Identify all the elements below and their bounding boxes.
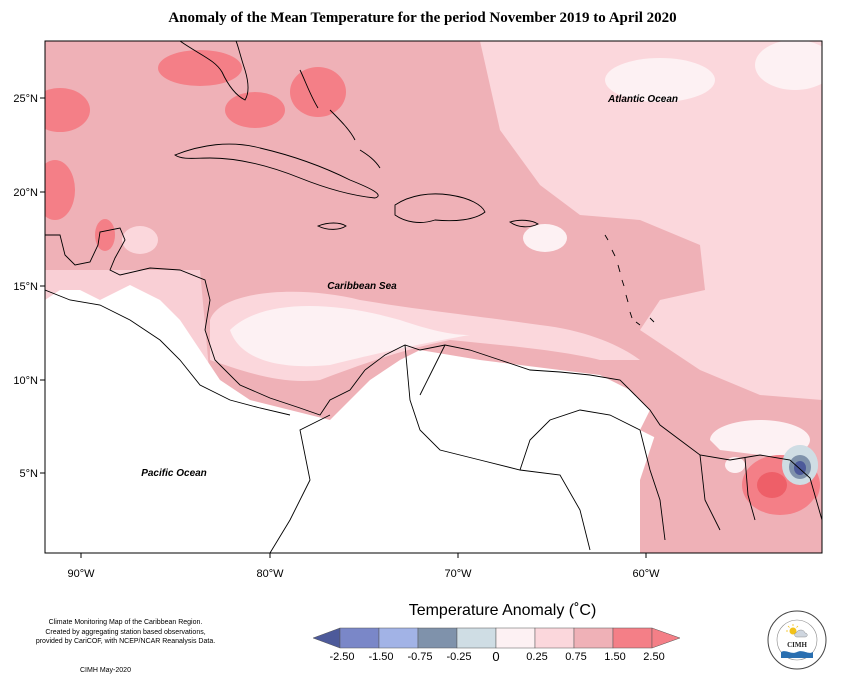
label-pacific-ocean: Pacific Ocean xyxy=(141,468,207,479)
anomaly-field xyxy=(45,41,822,553)
credit-line: Climate Monitoring Map of the Caribbean … xyxy=(48,619,203,626)
colorbar-swatch xyxy=(417,627,458,649)
colorbar-swatch xyxy=(495,627,536,649)
credit-date: CIMH May-2020 xyxy=(80,667,131,674)
wave-icon xyxy=(781,651,813,658)
coastlines xyxy=(45,41,822,553)
colorbar-label: 0.75 xyxy=(565,651,586,663)
colorbar-swatch xyxy=(612,627,653,649)
credit-line: provided by CariCOF, with NCEP/NCAR Rean… xyxy=(35,638,216,645)
colorbar-swatch-min xyxy=(312,627,341,649)
map-title: Anomaly of the Mean Temperature for the … xyxy=(168,10,677,26)
map-frame xyxy=(44,40,823,554)
colorbar-label: 0.25 xyxy=(526,651,547,663)
lat-tick-5: 5°N xyxy=(20,468,39,480)
colorbar-label: 2.50 xyxy=(643,651,664,663)
lat-axis: 25°N 20°N 15°N 10°N 5°N xyxy=(13,93,45,480)
colorbar-swatch-max xyxy=(651,627,681,649)
lon-tick-90: 90°W xyxy=(67,568,95,580)
lat-tick-25: 25°N xyxy=(13,93,38,105)
colorbar-swatch xyxy=(339,627,380,649)
colorbar-swatch xyxy=(378,627,419,649)
lat-tick-10: 10°N xyxy=(13,375,38,387)
colorbar-label: -2.50 xyxy=(329,651,354,663)
label-caribbean-sea: Caribbean Sea xyxy=(327,281,397,292)
lat-tick-20: 20°N xyxy=(13,187,38,199)
label-atlantic-ocean: Atlantic Ocean xyxy=(607,94,678,105)
credit-line: Created by aggregating station based obs… xyxy=(45,628,206,636)
credit-note: Climate Monitoring Map of the Caribbean … xyxy=(18,618,233,647)
colorbar-label: -0.25 xyxy=(446,651,471,663)
colorbar-swatch xyxy=(456,627,497,649)
colorbar-label: 0 xyxy=(492,649,499,664)
colorbar-label: -0.75 xyxy=(407,651,432,663)
colorbar: -2.50 -1.50 -0.75 -0.25 0 0.25 0.75 1.50… xyxy=(312,627,681,664)
lon-tick-60: 60°W xyxy=(632,568,660,580)
svg-text:CIMH: CIMH xyxy=(787,641,807,649)
sun-icon xyxy=(789,627,797,635)
lon-axis: 90°W 80°W 70°W 60°W xyxy=(67,553,660,580)
lon-tick-80: 80°W xyxy=(256,568,284,580)
colorbar-label: 1.50 xyxy=(604,651,625,663)
lon-tick-70: 70°W xyxy=(444,568,472,580)
cimh-logo: CIMH xyxy=(767,610,827,670)
colorbar-swatch xyxy=(573,627,614,649)
lat-tick-15: 15°N xyxy=(13,281,38,293)
colorbar-label: -1.50 xyxy=(368,651,393,663)
cloud-icon xyxy=(794,629,808,638)
colorbar-swatch xyxy=(534,627,575,649)
colorbar-title: Temperature Anomaly (˚C) xyxy=(408,602,597,619)
